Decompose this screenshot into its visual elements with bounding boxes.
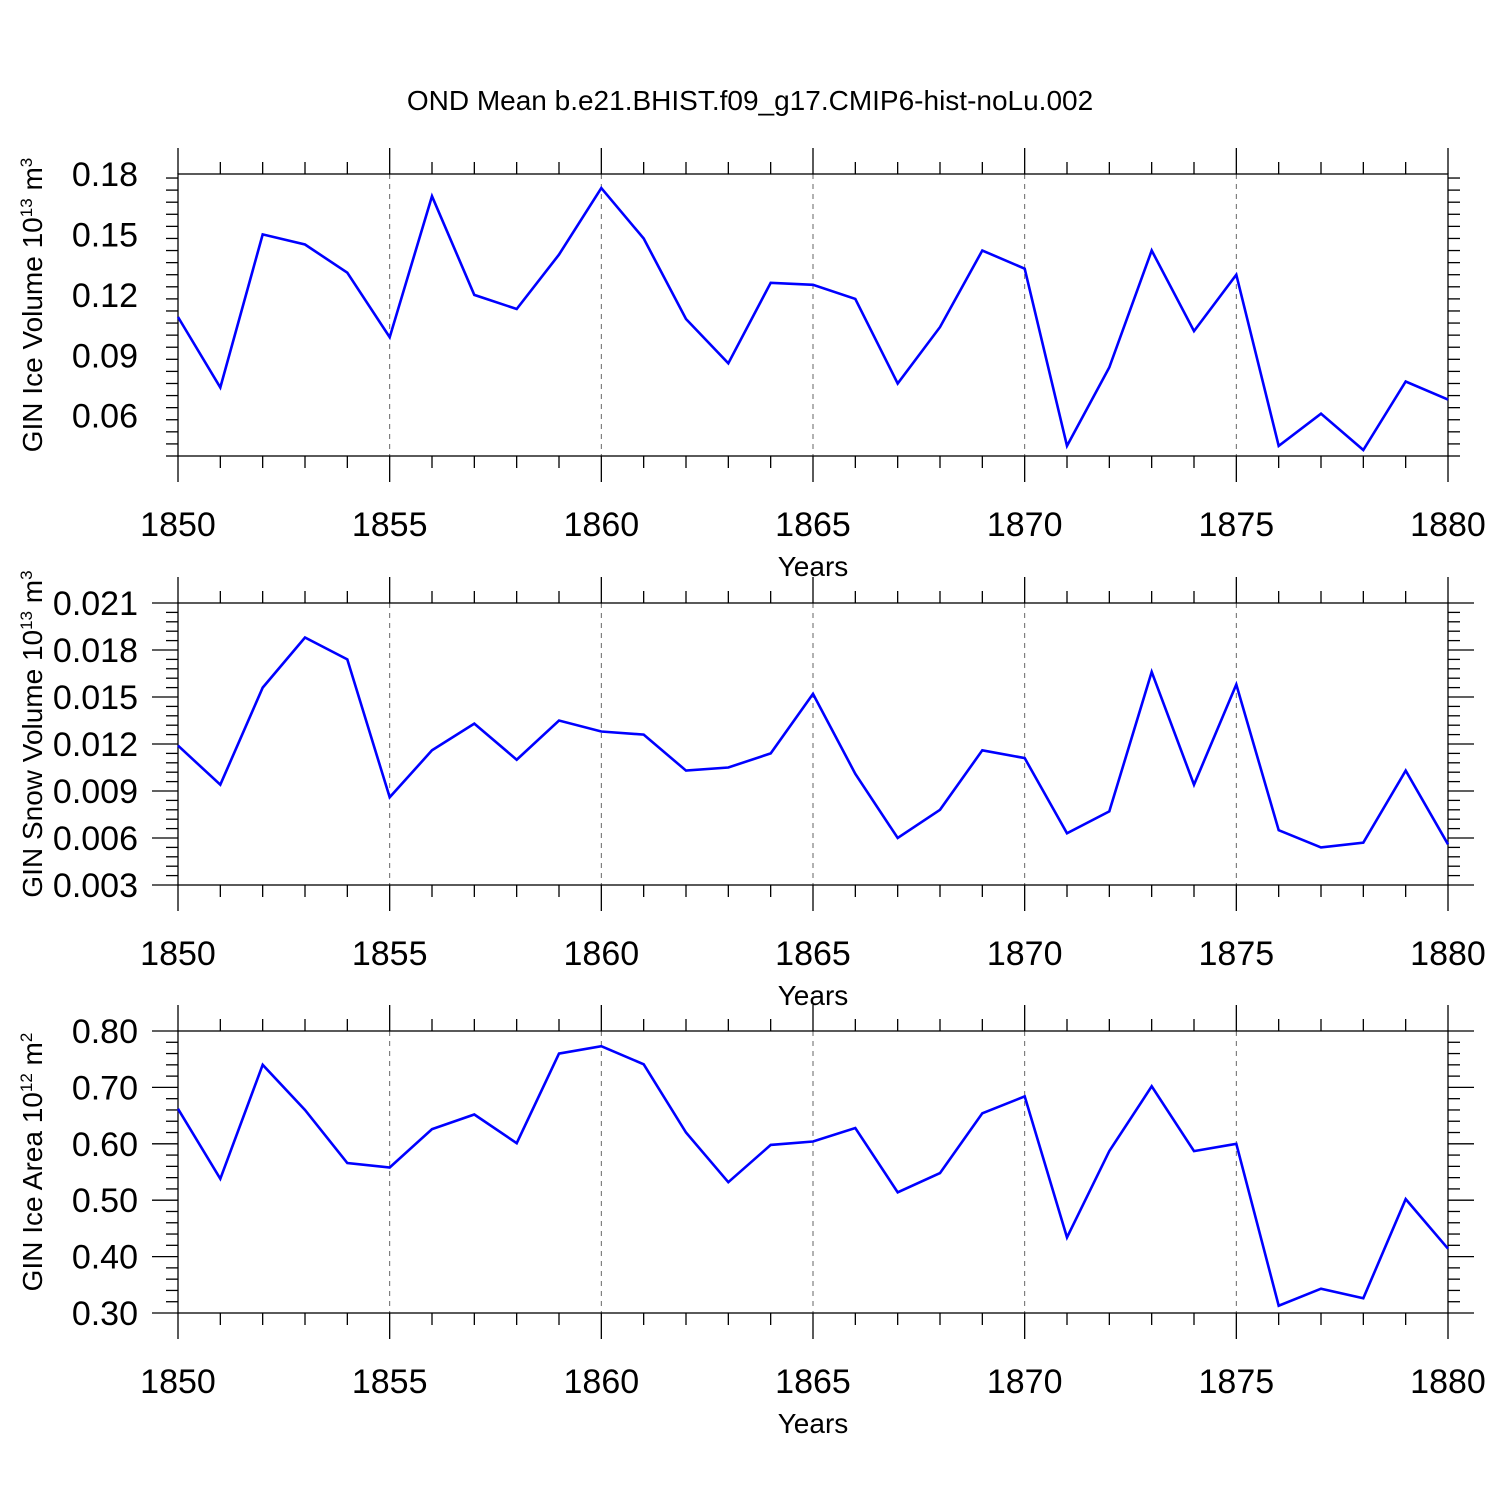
y-axis-label-superscript: 13 xyxy=(17,198,36,217)
x-tick-label: 1850 xyxy=(140,506,216,544)
x-tick-label: 1850 xyxy=(140,1363,216,1401)
y-axis-label-text: m xyxy=(17,1042,48,1073)
y-tick-label: 0.009 xyxy=(53,773,138,811)
panel-2: 0.003 0.006 0.009 0.012 0.015 0.018 0.021 1850 1… xyxy=(17,570,1486,1011)
x-tick-label: 1855 xyxy=(352,506,428,544)
y-axis-label: GIN Ice Volume 1013 m3 xyxy=(17,158,48,453)
panel-1: 0.06 0.09 0.12 0.15 0.18 1850 1855 1860 1865 1870… xyxy=(17,148,1486,582)
y-axis-label-text: m xyxy=(17,167,48,198)
y-tick-label: 0.70 xyxy=(72,1069,138,1107)
x-tick-label: 1860 xyxy=(564,935,640,973)
y-axis-label-superscript: 12 xyxy=(17,1073,36,1092)
y-axis-label-text: GIN Ice Area 10 xyxy=(17,1092,48,1291)
y-axis-label: GIN Snow Volume 1013 m3 xyxy=(17,570,48,897)
y-tick-label: 0.021 xyxy=(53,585,138,623)
y-axis-label-text: m xyxy=(17,580,48,611)
x-tick-label: 1860 xyxy=(564,506,640,544)
y-tick-label: 0.003 xyxy=(53,867,138,905)
y-tick-label: 0.15 xyxy=(72,216,138,254)
y-axis-label-superscript: 3 xyxy=(17,158,36,167)
series-line xyxy=(176,185,1449,452)
x-tick-label: 1875 xyxy=(1199,506,1275,544)
x-tick-label: 1855 xyxy=(352,1363,428,1401)
x-axis-label: Years xyxy=(778,551,849,582)
y-tick-label: 0.06 xyxy=(72,398,138,436)
y-axis-label-text: GIN Ice Volume 10 xyxy=(17,217,48,452)
y-tick-label: 0.50 xyxy=(72,1182,138,1220)
x-tick-label: 1880 xyxy=(1410,1363,1486,1401)
series-line xyxy=(177,635,1450,849)
x-tick-label: 1860 xyxy=(564,1363,640,1401)
y-tick-label: 0.18 xyxy=(72,156,138,194)
y-tick-label: 0.60 xyxy=(72,1126,138,1164)
x-tick-label: 1865 xyxy=(775,1363,851,1401)
y-tick-label: 0.12 xyxy=(72,277,138,315)
x-tick-label: 1870 xyxy=(987,506,1063,544)
y-tick-label: 0.012 xyxy=(53,726,138,764)
x-tick-label: 1875 xyxy=(1199,1363,1275,1401)
series-line xyxy=(176,1044,1449,1308)
chart-title: OND Mean b.e21.BHIST.f09_g17.CMIP6-hist-… xyxy=(407,85,1093,116)
x-tick-label: 1870 xyxy=(987,935,1063,973)
x-tick-label: 1880 xyxy=(1410,935,1486,973)
chart-panels: 0.06 0.09 0.12 0.15 0.18 1850 1855 1860 1865 1870… xyxy=(17,148,1486,1439)
x-axis-label: Years xyxy=(778,1408,849,1439)
y-tick-label: 0.015 xyxy=(53,679,138,717)
x-tick-label: 1870 xyxy=(987,1363,1063,1401)
y-tick-label: 0.09 xyxy=(72,337,138,375)
y-axis-label-superscript: 13 xyxy=(17,611,36,630)
panel-3: 0.30 0.40 0.50 0.60 0.70 0.80 1850 1855 1860 1865… xyxy=(17,1005,1486,1439)
x-tick-label: 1850 xyxy=(140,935,216,973)
y-axis-label: GIN Ice Area 1012 m2 xyxy=(17,1033,48,1292)
x-tick-label: 1855 xyxy=(352,935,428,973)
y-axis-label-superscript: 2 xyxy=(17,1033,36,1042)
y-tick-label: 0.80 xyxy=(72,1013,138,1051)
x-tick-label: 1865 xyxy=(775,506,851,544)
x-tick-label: 1880 xyxy=(1410,506,1486,544)
x-tick-label: 1865 xyxy=(775,935,851,973)
y-axis-label-superscript: 3 xyxy=(17,570,36,579)
y-tick-label: 0.40 xyxy=(72,1239,138,1277)
x-tick-label: 1875 xyxy=(1199,935,1275,973)
y-tick-label: 0.018 xyxy=(53,632,138,670)
y-tick-label: 0.006 xyxy=(53,820,138,858)
y-tick-label: 0.30 xyxy=(72,1295,138,1333)
y-axis-label-text: GIN Snow Volume 10 xyxy=(17,630,48,898)
